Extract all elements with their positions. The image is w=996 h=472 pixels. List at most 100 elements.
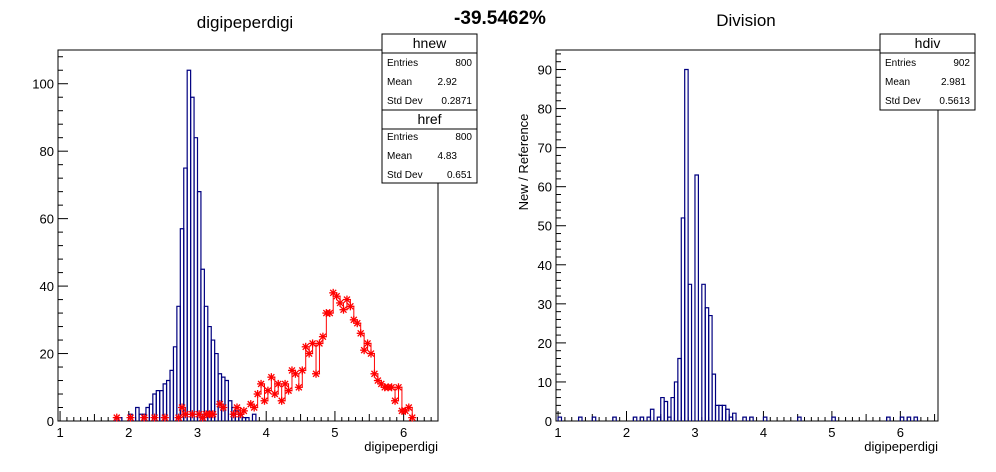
- histogram-bin: [694, 174, 699, 421]
- histogram-bin: [906, 416, 912, 421]
- histogram-bin: [557, 416, 563, 421]
- marker-point: [401, 406, 410, 415]
- left-plot-title: digipeperdigi: [197, 13, 293, 32]
- stats-title: hnew: [413, 35, 447, 51]
- stats-label-entries: Entries: [387, 58, 418, 69]
- marker-point: [315, 339, 324, 348]
- marker-point: [208, 410, 217, 419]
- stats-box-hnew: hnew Entries 800 Mean 2.92 Std Dev 0.287…: [381, 33, 478, 111]
- y-tick-label: 70: [538, 141, 552, 156]
- marker-point: [260, 396, 269, 405]
- histogram-bin: [244, 417, 250, 421]
- right-x-axis-label: digipeperdigi: [864, 439, 938, 454]
- y-tick-label: 80: [40, 144, 54, 159]
- stats-box-hdiv: hdiv Entries 902 Mean 2.981 Std Dev 0.56…: [879, 33, 976, 111]
- histogram-bin: [742, 416, 747, 421]
- x-tick-label: 5: [828, 425, 835, 440]
- marker-point: [270, 390, 279, 399]
- left-plot-frame: [57, 49, 439, 422]
- stats-value-entries: 800: [455, 58, 472, 69]
- y-tick-label: 20: [40, 347, 54, 362]
- histogram-bin: [913, 416, 919, 421]
- x-tick-label: 4: [263, 425, 270, 440]
- marker-point: [356, 329, 365, 338]
- y-tick-label: 20: [538, 336, 552, 351]
- marker-point: [284, 386, 293, 395]
- marker-point: [253, 390, 262, 399]
- marker-point: [219, 403, 228, 412]
- marker-point: [308, 339, 317, 348]
- marker-point: [346, 302, 355, 311]
- marker-point: [353, 319, 362, 328]
- histogram-bin: [797, 416, 802, 421]
- histogram-bin: [732, 412, 737, 421]
- overall-title: -39.5462%: [454, 8, 546, 29]
- stats-box-href: href Entries 800 Mean 4.83 Std Dev 0.651: [381, 109, 478, 184]
- y-tick-label: 0: [47, 414, 54, 429]
- stats-value-stddev: 0.651: [447, 170, 472, 181]
- marker-point: [312, 369, 321, 378]
- marker-point: [274, 379, 283, 388]
- marker-point: [298, 366, 307, 375]
- y-tick-label: 60: [538, 180, 552, 195]
- marker-point: [363, 339, 372, 348]
- stats-label-entries: Entries: [387, 132, 418, 143]
- marker-point: [305, 349, 314, 358]
- x-tick-label: 1: [56, 425, 63, 440]
- marker-point: [112, 413, 121, 422]
- stats-label-entries: Entries: [885, 58, 916, 69]
- left-plot-series: [112, 69, 417, 422]
- x-tick-label: 5: [331, 425, 338, 440]
- y-tick-label: 60: [40, 212, 54, 227]
- histogram-bin: [251, 413, 257, 421]
- histogram-bin: [612, 416, 617, 421]
- marker-point: [181, 410, 190, 419]
- stats-value-mean: 2.92: [438, 77, 458, 88]
- marker-point: [367, 349, 376, 358]
- marker-point: [339, 305, 348, 314]
- marker-point: [160, 413, 169, 422]
- stats-value-entries: 902: [953, 58, 970, 69]
- histogram-bin: [577, 416, 583, 421]
- marker-point: [360, 346, 369, 355]
- x-tick-label: 4: [760, 425, 767, 440]
- right-plot-frame: [555, 49, 939, 422]
- marker-point: [233, 403, 242, 412]
- marker-point: [291, 369, 300, 378]
- histogram-bin: [899, 416, 905, 421]
- y-tick-label: 50: [538, 219, 552, 234]
- histogram-bin: [831, 416, 836, 421]
- y-tick-label: 0: [545, 414, 552, 429]
- stats-label-stddev: Std Dev: [885, 96, 921, 107]
- stats-value-mean: 2.981: [941, 77, 966, 88]
- histogram-bin: [711, 373, 717, 421]
- histogram-bin: [749, 416, 754, 421]
- y-tick-label: 90: [538, 63, 552, 78]
- histogram-bin: [591, 416, 597, 421]
- histogram-bin: [886, 416, 891, 421]
- right-plot-title: Division: [716, 11, 776, 30]
- histogram-bin: [649, 408, 655, 421]
- stats-value-stddev: 0.5613: [939, 96, 970, 107]
- histogram-bin: [708, 314, 713, 421]
- marker-point: [387, 383, 396, 392]
- marker-point: [174, 413, 183, 422]
- marker-point: [325, 309, 334, 318]
- histogram-bin: [687, 283, 693, 421]
- marker-point: [188, 410, 197, 419]
- marker-point: [294, 383, 303, 392]
- marker-point: [301, 342, 310, 351]
- left-x-axis-label: digipeperdigi: [364, 439, 438, 454]
- x-tick-label: 2: [125, 425, 132, 440]
- marker-point: [267, 373, 276, 382]
- marker-point: [391, 396, 400, 405]
- stats-value-mean: 4.83: [438, 151, 458, 162]
- marker-point: [408, 413, 417, 422]
- x-tick-label: 3: [691, 425, 698, 440]
- marker-point: [336, 298, 345, 307]
- x-tick-label: 1: [554, 425, 561, 440]
- stats-value-entries: 800: [455, 132, 472, 143]
- marker-point: [263, 386, 272, 395]
